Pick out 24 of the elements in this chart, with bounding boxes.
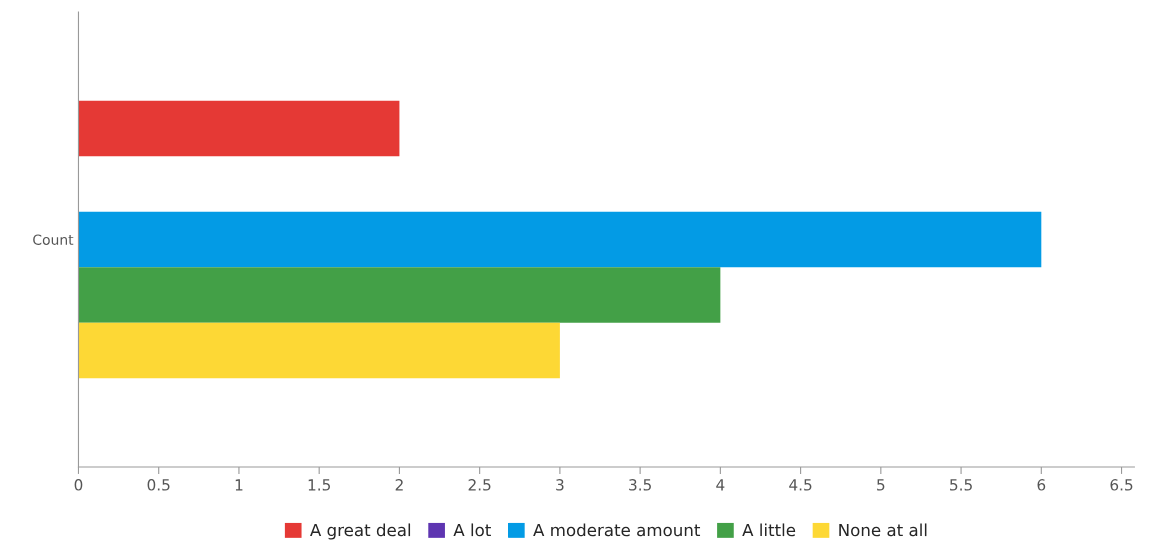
legend-label: A moderate amount xyxy=(533,523,701,537)
x-tick-label: 1.5 xyxy=(308,479,330,491)
x-tick-label: 3.5 xyxy=(629,479,651,491)
x-tick-label: 6 xyxy=(1037,479,1046,491)
x-tick-label: 0 xyxy=(74,479,83,491)
bar xyxy=(78,100,400,157)
y-tick-label: Count xyxy=(33,234,74,245)
legend-label: A little xyxy=(742,523,796,537)
bar xyxy=(78,211,1042,268)
x-tick-label: 3 xyxy=(556,479,564,491)
x-tick-label: 4 xyxy=(716,479,725,491)
x-tick-label: 2 xyxy=(395,479,403,491)
legend-label: None at all xyxy=(839,523,927,537)
x-tick-label: 5.5 xyxy=(950,479,972,491)
x-tick-label: 0.5 xyxy=(147,479,170,491)
x-tick-label: 5 xyxy=(877,479,885,491)
bar xyxy=(78,322,560,379)
x-tick-label: 6.5 xyxy=(1110,479,1133,491)
bar xyxy=(78,267,721,323)
x-tick-label: 4.5 xyxy=(789,479,812,491)
legend-label: A great deal xyxy=(310,523,411,540)
legend-label: A lot xyxy=(453,523,491,537)
x-tick-label: 1 xyxy=(235,479,243,491)
x-tick-label: 2.5 xyxy=(468,479,491,491)
